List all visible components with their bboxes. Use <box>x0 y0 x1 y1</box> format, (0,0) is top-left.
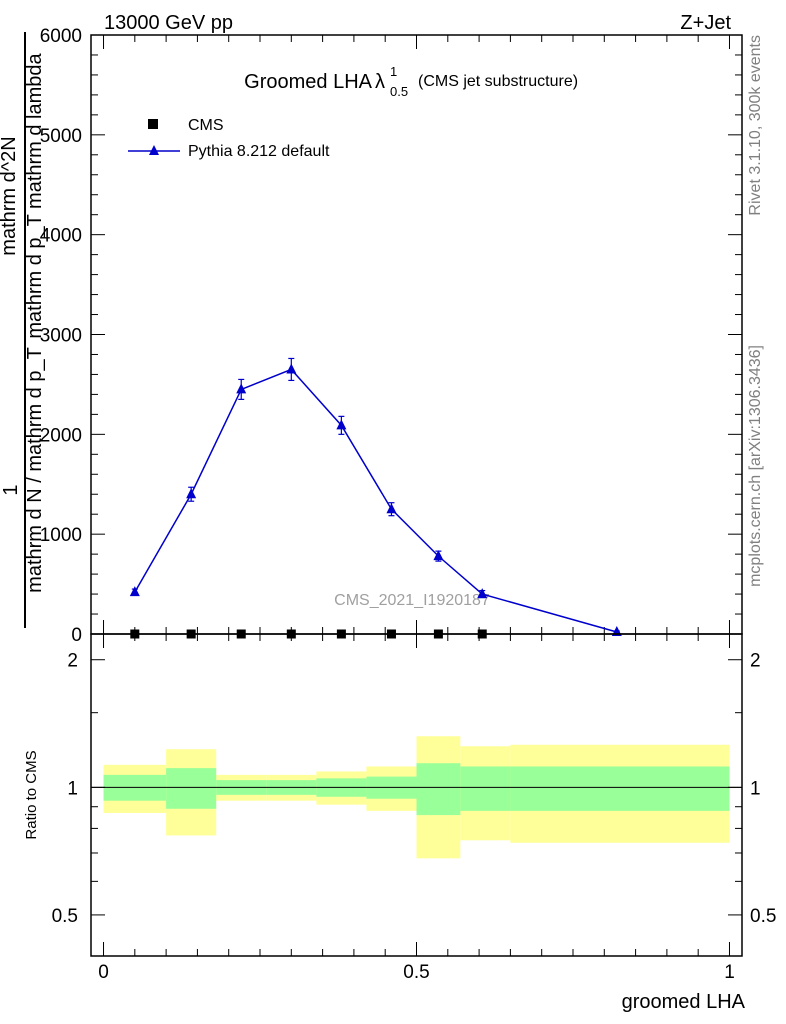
pythia-point <box>386 503 397 514</box>
pythia-point <box>286 363 297 374</box>
ratio-y-label: Ratio to CMS <box>23 750 40 839</box>
ratio-band-green <box>510 766 730 811</box>
x-axis-label: groomed LHA <box>622 991 746 1013</box>
y-label-numerator: 1 <box>0 484 22 495</box>
ratio-y-tick-label-right: 2 <box>750 651 761 672</box>
header-right-title: Z+Jet <box>680 12 731 34</box>
watermark: CMS_2021_I1920187 <box>334 592 490 609</box>
ratio-band-green <box>166 768 217 809</box>
pythia-point <box>186 488 197 499</box>
y-label-top-line1: mathrm d^2N <box>0 136 20 255</box>
ratio-axis-ticks <box>91 634 742 956</box>
chart-title-suffix: (CMS jet substructure) <box>418 73 578 90</box>
legend: CMS Pythia 8.212 default <box>128 117 330 160</box>
ratio-x-tick-labels: 0 0.5 1 <box>98 962 735 983</box>
y-axis-label: 1 mathrm d^2N mathrm d p_T mathrm d lamb… <box>0 32 46 628</box>
ratio-y-tick-label-right: 0.5 <box>750 906 776 927</box>
ratio-bands <box>103 736 730 859</box>
y-label-denominator: mathrm d N / mathrm d p_T <box>24 347 46 593</box>
legend-pythia-label: Pythia 8.212 default <box>188 143 330 160</box>
ratio-y-tick-labels: 0.5 0.5 1 1 2 2 <box>52 651 777 927</box>
main-y-tick-label: 4000 <box>40 226 82 247</box>
mcplots-label: mcplots.cern.ch [arXiv:1306.3436] <box>747 345 764 587</box>
chart-title-symbol: λ <box>375 71 385 93</box>
ratio-y-tick-label: 2 <box>67 651 78 672</box>
legend-cms-label: CMS <box>188 117 224 134</box>
y-label-top-line2: mathrm d p_T mathrm d lambda <box>24 52 46 338</box>
chart-title-superscript: 1 <box>390 64 397 79</box>
pythia-point <box>236 383 247 394</box>
main-panel: CMS_2021_I1920187 0 1000 2000 3000 4000 5000 6… <box>40 26 743 646</box>
ratio-band-green <box>416 763 461 816</box>
main-y-tick-label: 0 <box>71 625 82 646</box>
ratio-y-tick-label: 1 <box>67 778 78 799</box>
ratio-panel: 0.5 0.51 12 2 0 0.5 1 Ratio to CMS groomed LH… <box>23 633 777 1013</box>
ratio-y-tick-label: 0.5 <box>52 906 78 927</box>
ratio-x-tick-label: 0 <box>98 962 109 983</box>
header-left-title: 13000 GeV pp <box>104 12 233 34</box>
chart-title-subscript: 0.5 <box>390 84 408 99</box>
main-y-tick-labels: 0 1000 2000 3000 4000 5000 6000 <box>40 26 82 646</box>
rivet-label: Rivet 3.1.10, 300k events <box>747 35 764 216</box>
ratio-y-tick-label-right: 1 <box>750 778 761 799</box>
legend-cms-marker <box>148 119 158 129</box>
ratio-band-green <box>460 766 511 811</box>
ratio-x-tick-label: 1 <box>724 962 735 983</box>
pythia-point <box>129 586 140 597</box>
main-axis-ticks <box>91 34 742 635</box>
legend-pythia-marker <box>149 145 159 155</box>
watermark-group: CMS_2021_I1920187 <box>334 592 490 609</box>
pythia-point <box>336 419 347 430</box>
main-y-tick-label: 2000 <box>40 425 82 446</box>
main-y-tick-label: 1000 <box>40 525 82 546</box>
ratio-x-tick-label: 0.5 <box>403 962 429 983</box>
main-y-tick-label: 6000 <box>40 26 82 47</box>
main-y-tick-label: 3000 <box>40 326 82 347</box>
pythia-point <box>477 588 488 599</box>
main-y-tick-label: 5000 <box>40 126 82 147</box>
chart-title-text: Groomed LHA <box>244 71 372 93</box>
chart-title: Groomed LHA λ 1 0.5 (CMS jet substructur… <box>244 64 578 99</box>
ratio-panel-frame <box>90 633 743 957</box>
pythia-point <box>433 550 444 561</box>
